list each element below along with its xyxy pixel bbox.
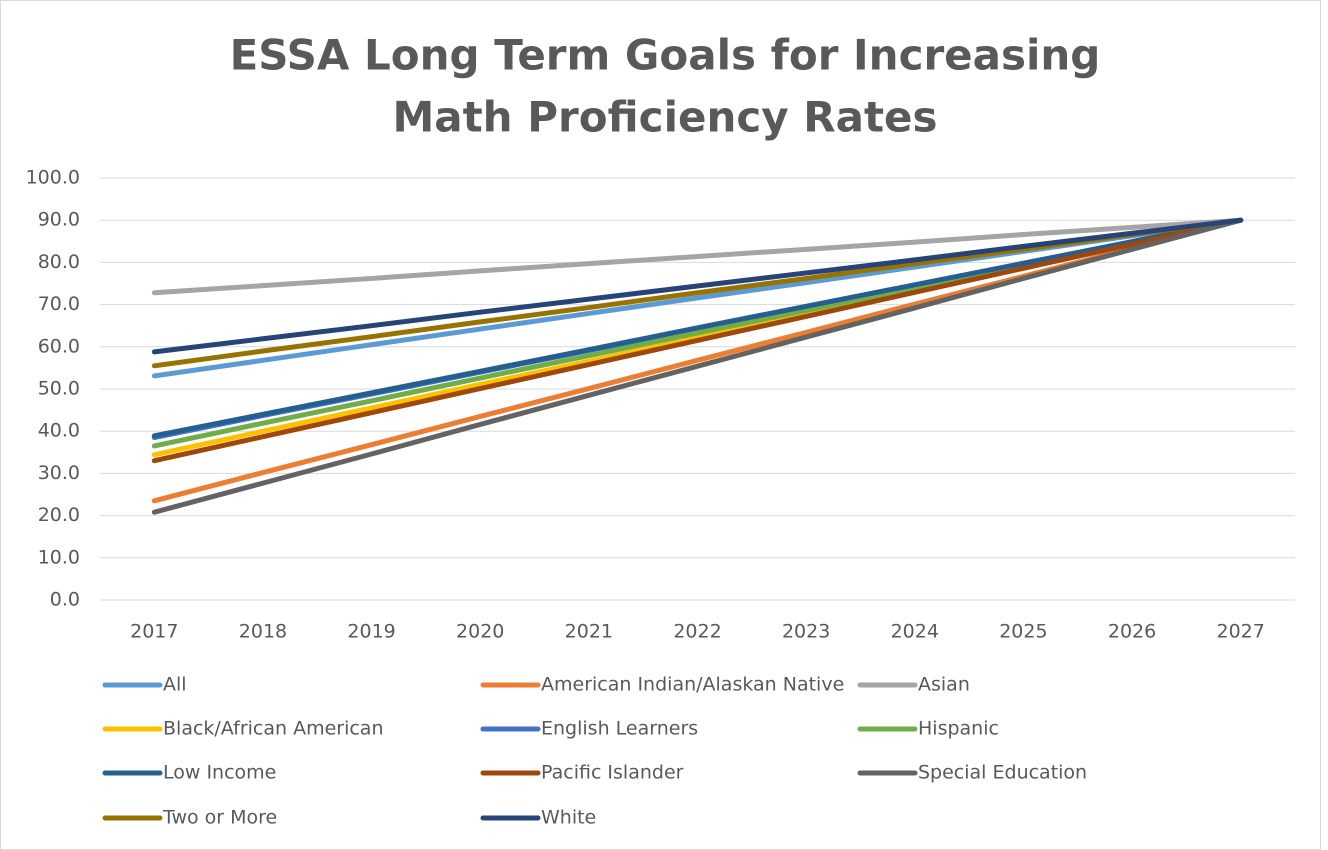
chart-title: ESSA Long Term Goals for Increasing <box>230 31 1101 80</box>
x-tick-label: 2023 <box>782 621 830 643</box>
x-tick-label: 2019 <box>347 621 395 643</box>
y-tick-label: 80.0 <box>38 251 80 273</box>
legend-label: English Learners <box>541 718 698 740</box>
y-tick-label: 40.0 <box>38 420 80 442</box>
x-tick-label: 2020 <box>456 621 504 643</box>
y-tick-label: 20.0 <box>38 504 80 526</box>
legend-label: White <box>541 807 596 829</box>
y-tick-label: 0.0 <box>50 589 80 611</box>
x-tick-label: 2027 <box>1217 621 1265 643</box>
legend-label: Two or More <box>162 807 277 829</box>
x-tick-label: 2022 <box>673 621 721 643</box>
data-line <box>151 217 1244 296</box>
data-line <box>151 217 1244 439</box>
legend-label: Special Education <box>918 762 1087 784</box>
legend-label: Low Income <box>163 762 276 784</box>
x-tick-label: 2017 <box>130 621 178 643</box>
y-tick-label: 10.0 <box>38 546 80 568</box>
chart-title: Math Proficiency Rates <box>392 93 937 142</box>
y-tick-label: 90.0 <box>38 209 80 231</box>
data-line <box>151 217 1244 515</box>
y-tick-label: 70.0 <box>38 293 80 315</box>
x-tick-label: 2018 <box>239 621 287 643</box>
x-tick-label: 2025 <box>999 621 1047 643</box>
legend-label: Asian <box>918 674 970 696</box>
x-tick-label: 2021 <box>565 621 613 643</box>
x-tick-label: 2026 <box>1108 621 1156 643</box>
legend-label: Black/African American <box>163 718 384 740</box>
y-tick-label: 30.0 <box>38 462 80 484</box>
y-tick-label: 100.0 <box>26 167 80 189</box>
data-line <box>151 217 1244 464</box>
legend-label: American Indian/Alaskan Native <box>541 674 844 696</box>
y-tick-label: 60.0 <box>38 335 80 357</box>
legend-label: Pacific Islander <box>541 762 684 784</box>
data-line <box>151 217 1244 355</box>
y-tick-label: 50.0 <box>38 378 80 400</box>
legend-label: Hispanic <box>918 718 999 740</box>
x-tick-label: 2024 <box>891 621 939 643</box>
legend-label: All <box>163 674 187 696</box>
